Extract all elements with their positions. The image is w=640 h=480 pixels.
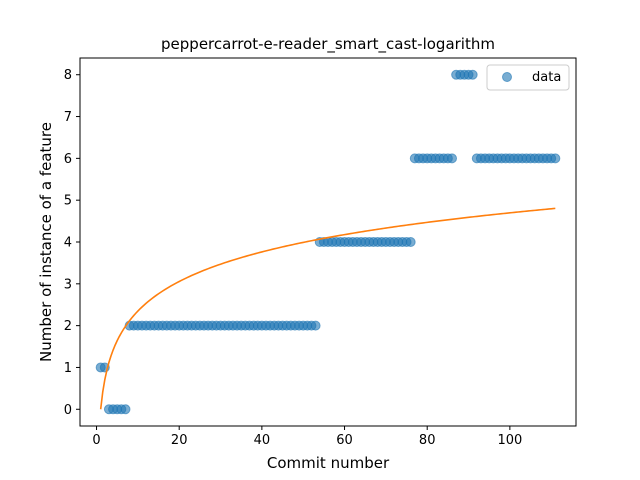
x-axis: 0 20 40 60 80 100 [92, 426, 522, 448]
y-tick-label: 5 [64, 194, 72, 209]
legend-marker-data [502, 72, 512, 82]
chart-title: peppercarrot-e-reader_smart_cast-logarit… [161, 35, 495, 54]
legend-frame [486, 64, 570, 91]
data-point [467, 69, 478, 80]
y-tick-label: 1 [64, 361, 72, 376]
y-tick-label: 3 [64, 277, 72, 292]
x-tick-label: 0 [92, 433, 100, 448]
data-point [120, 404, 131, 415]
y-tick-label: 8 [64, 68, 72, 83]
fit-line [99, 207, 556, 410]
y-tick-label: 0 [64, 403, 72, 418]
y-tick-label: 6 [64, 152, 72, 167]
y-axis: 0 1 2 3 4 5 6 7 8 [64, 68, 80, 418]
x-tick-label: 80 [419, 433, 436, 448]
y-axis-label: Number of instance of a feature [37, 122, 55, 362]
x-axis-label: Commit number [267, 454, 390, 472]
y-tick-label: 2 [64, 319, 72, 334]
y-tick-label: 7 [64, 110, 72, 125]
x-tick-label: 40 [254, 433, 271, 448]
legend: data [486, 64, 570, 91]
y-tick-label: 4 [64, 236, 72, 251]
legend-label-data: data [532, 70, 561, 85]
data-point [310, 320, 321, 331]
x-tick-label: 20 [171, 433, 188, 448]
plot-area [95, 69, 561, 415]
data-point [405, 237, 416, 247]
data-point [447, 153, 457, 164]
x-tick-label: 100 [497, 433, 522, 448]
data-point [550, 153, 561, 164]
x-tick-label: 60 [336, 433, 353, 448]
